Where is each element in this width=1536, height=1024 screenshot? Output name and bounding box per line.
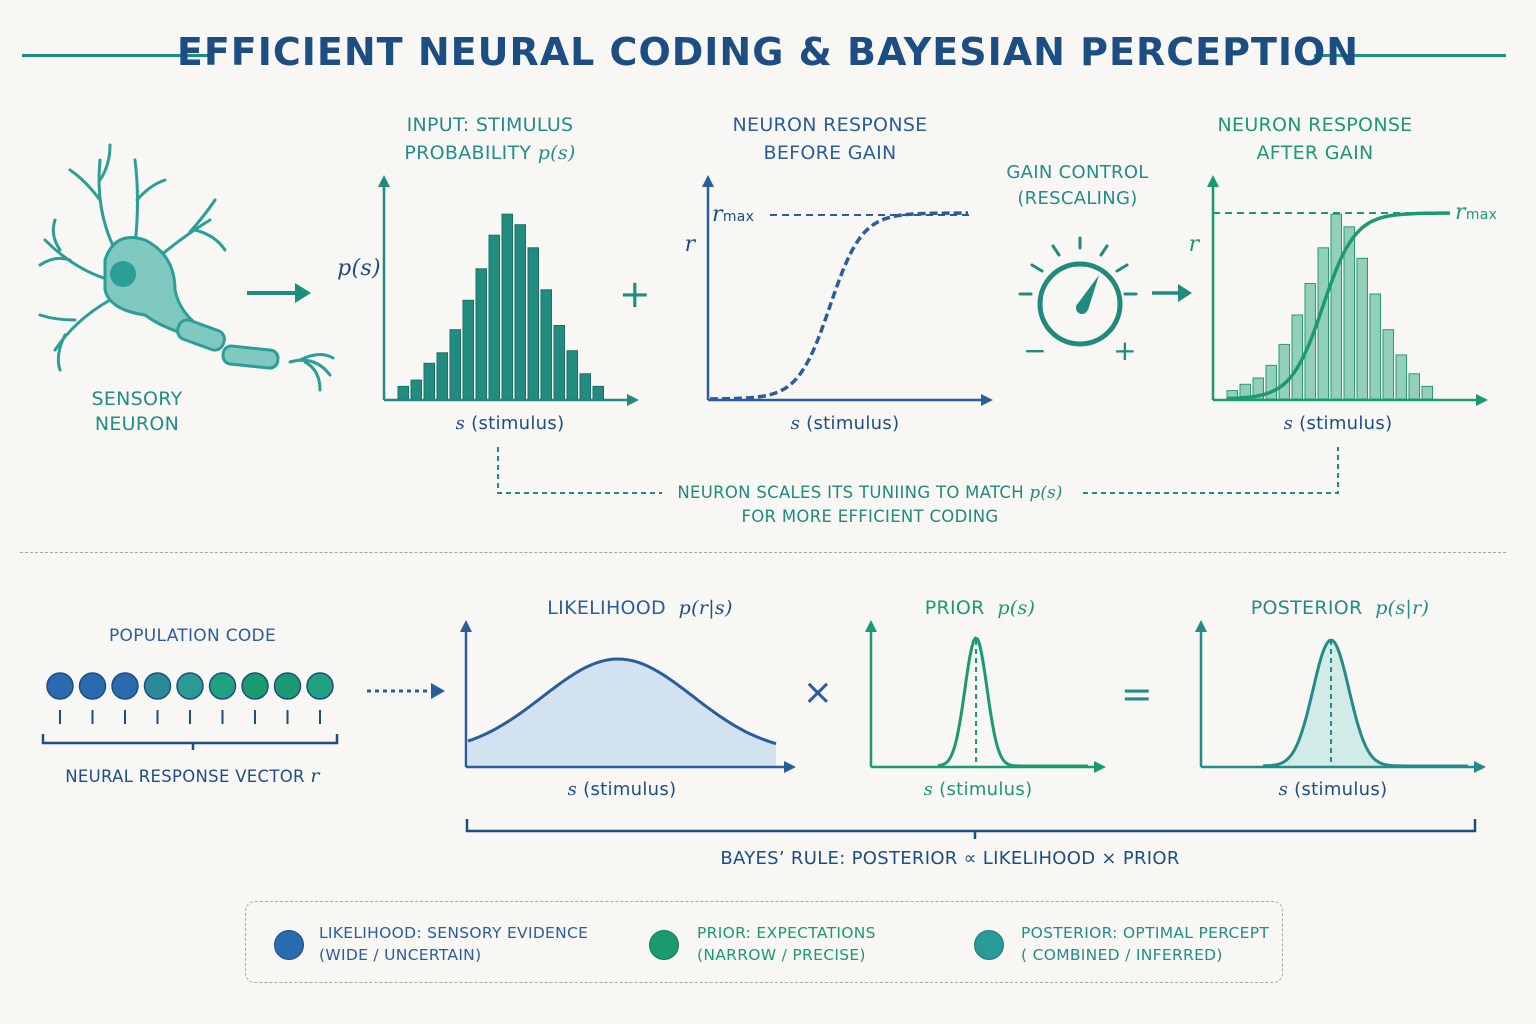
population-neuron-dot (241, 672, 269, 700)
bayes-brace (465, 819, 1477, 839)
tuning-note: NEURON SCALES ITS TUNIING TO MATCH p(s) … (677, 483, 1063, 526)
legend-likelihood-swatch (274, 930, 304, 960)
histogram-bar (514, 224, 526, 400)
histogram-bar (553, 325, 565, 400)
before-x-label: s (stimulus) (790, 413, 900, 434)
population-neuron-dot (273, 672, 302, 700)
after-panel-title: NEURON RESPONSE AFTER GAIN (1217, 114, 1413, 164)
histogram-bar (1330, 213, 1342, 400)
posterior-chart (1195, 620, 1486, 773)
likelihood-title: LIKELIHOOD p(r|s) (547, 597, 733, 619)
histogram-bar (488, 234, 500, 400)
tuning-connector (497, 447, 1339, 494)
after-gain-chart (1207, 175, 1488, 406)
response-vector-label: NEURAL RESPONSE VECTOR r (65, 765, 320, 787)
times-operator: × (802, 672, 834, 713)
gain-title: GAIN CONTROL (RESCALING) (1006, 162, 1149, 209)
gain-plus: + (1113, 334, 1137, 367)
histogram-bar (449, 329, 461, 400)
before-r-label: r (684, 232, 696, 257)
input-panel-title: INPUT: STIMULUS PROBABILITY p(s) (404, 114, 576, 164)
legend-posterior-text: POSTERIOR: OPTIMAL PERCEPT( COMBINED / I… (1021, 924, 1270, 964)
population-neurons (41, 672, 339, 750)
population-neuron-dot (143, 672, 172, 700)
after-x-label: s (stimulus) (1283, 413, 1393, 434)
histogram-bar (592, 385, 604, 400)
posterior-x-label: s (stimulus) (1278, 779, 1388, 800)
histogram-bar (579, 373, 591, 400)
population-neuron-dot (111, 672, 139, 700)
input-histogram-chart (378, 175, 639, 406)
histogram-bar (1278, 343, 1290, 400)
gain-minus: − (1023, 334, 1047, 367)
histogram-bar (501, 213, 513, 400)
histogram-bar (1369, 293, 1381, 400)
after-r-label: r (1188, 232, 1200, 257)
prior-x-label: s (stimulus) (923, 779, 1033, 800)
neuron-icon (38, 143, 335, 392)
histogram-bar (397, 385, 409, 400)
legend-prior-text: PRIOR: EXPECTATIONS (NARROW / PRECISE) (697, 924, 876, 964)
population-neuron-dot (306, 672, 334, 700)
likelihood-chart (460, 620, 796, 773)
dotted-arrow-icon (367, 683, 445, 699)
population-neuron-dot (208, 672, 237, 700)
before-panel-title: NEURON RESPONSE BEFORE GAIN (732, 114, 928, 164)
histogram-bar (1317, 247, 1329, 400)
legend: LIKELIHOOD: SENSORY EVIDENCE (WIDE / UNCE… (245, 901, 1283, 983)
arrow-right-icon (247, 283, 311, 303)
title-rule-right (1314, 54, 1506, 57)
likelihood-x-label: s (stimulus) (567, 779, 677, 800)
section-divider (20, 552, 1506, 553)
page-title: EFFICIENT NEURAL CODING & BAYESIAN PERCE… (176, 30, 1360, 74)
histogram-bar (540, 289, 552, 400)
legend-likelihood-text: LIKELIHOOD: SENSORY EVIDENCE (WIDE / UNCE… (319, 924, 589, 964)
title-rule-left (22, 54, 212, 57)
population-neuron-dot (78, 672, 107, 700)
bayes-rule: BAYES’ RULE: POSTERIOR ∝ LIKELIHOOD × PR… (720, 848, 1180, 869)
posterior-title: POSTERIOR p(s|r) (1250, 597, 1430, 619)
histogram-bar (1356, 257, 1368, 400)
histogram-bar (475, 268, 487, 400)
histogram-bar (566, 350, 578, 400)
histogram-bar (462, 299, 474, 400)
histogram-bar (410, 379, 422, 400)
prior-chart (865, 620, 1106, 773)
histogram-bar (1408, 373, 1420, 400)
legend-posterior-swatch (974, 930, 1004, 960)
input-y-label: p(s) (337, 256, 381, 281)
histogram-bar (527, 247, 539, 400)
gain-arrow-icon (1152, 284, 1192, 302)
input-x-label: s (stimulus) (455, 413, 565, 434)
neuron-label: SENSORY NEURON (91, 388, 183, 435)
population-neuron-dot (176, 672, 204, 700)
after-rmax-label: rmax (1455, 200, 1498, 225)
histogram-bar (1382, 329, 1394, 400)
gain-dial-icon[interactable] (1010, 230, 1150, 370)
histogram-bar (423, 362, 435, 400)
histogram-bar (1395, 354, 1407, 400)
before-gain-chart (702, 175, 993, 406)
equals-operator: = (1120, 672, 1154, 716)
histogram-bar (1421, 385, 1433, 400)
prior-title: PRIOR p(s) (924, 597, 1036, 619)
population-neuron-dot (46, 672, 74, 700)
histogram-bar (436, 352, 448, 400)
plus-operator: + (618, 272, 652, 316)
legend-prior-swatch (649, 930, 679, 960)
before-rmax-label: rmax (712, 202, 755, 227)
population-title: POPULATION CODE (109, 626, 276, 646)
histogram-bar (1291, 314, 1303, 400)
